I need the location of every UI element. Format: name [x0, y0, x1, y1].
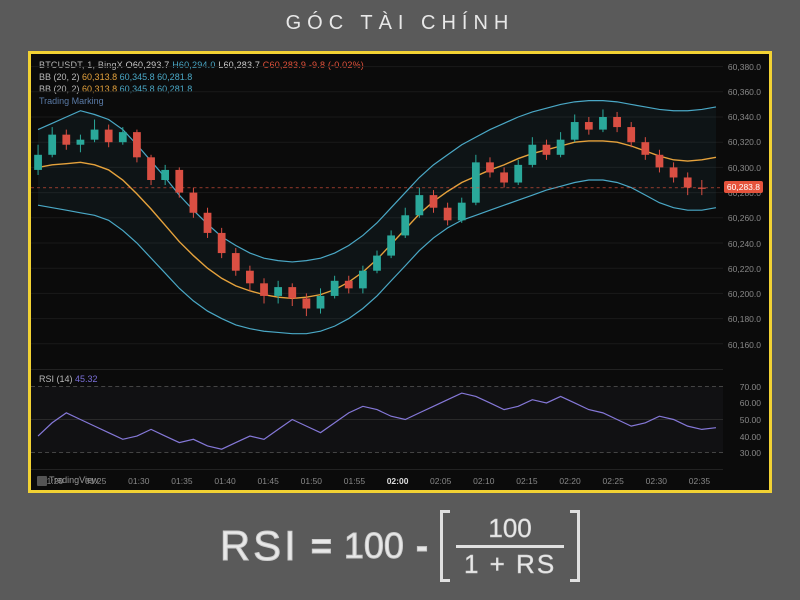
bracket-left — [440, 510, 450, 582]
price-tick: 60,260.0 — [728, 213, 761, 223]
price-tick: 60,240.0 — [728, 239, 761, 249]
time-tick: 02:20 — [559, 476, 580, 486]
minus-sign: - — [416, 525, 428, 567]
time-tick: 02:00 — [387, 476, 409, 486]
price-tick: 60,300.0 — [728, 163, 761, 173]
bracket-right — [570, 510, 580, 582]
rsi-tick: 30.00 — [740, 448, 761, 458]
time-tick: 02:10 — [473, 476, 494, 486]
main-price-panel[interactable] — [31, 54, 723, 370]
chart-frame: BTCUSDT, 1, BingX O60,293.7 H60,294.0 L6… — [28, 51, 772, 493]
price-tick: 60,180.0 — [728, 314, 761, 324]
time-tick: 01:50 — [301, 476, 322, 486]
time-tick: 02:35 — [689, 476, 710, 486]
time-tick: 02:15 — [516, 476, 537, 486]
rsi-tick: 40.00 — [740, 432, 761, 442]
rsi-tick: 70.00 — [740, 382, 761, 392]
time-tick: 01:55 — [344, 476, 365, 486]
formula-100: 100 — [344, 525, 404, 567]
formula-fraction: 100 1 + RS — [456, 514, 564, 578]
time-tick: 02:25 — [603, 476, 624, 486]
time-tick: 01:45 — [258, 476, 279, 486]
time-tick: 02:05 — [430, 476, 451, 486]
price-tick: 60,220.0 — [728, 264, 761, 274]
rsi-tick: 60.00 — [740, 398, 761, 408]
price-axis: 60,380.0 60,360.0 60,340.0 60,320.0 60,300.0… — [723, 54, 765, 370]
current-price-badge: 60,283.8 — [724, 181, 763, 193]
rsi-axis: 70.00 60.00 50.00 40.00 30.00 — [723, 370, 765, 470]
price-tick: 60,360.0 — [728, 87, 761, 97]
tradingview-logo: TradingView — [37, 475, 99, 486]
price-tick: 60,160.0 — [728, 340, 761, 350]
formula-lhs: RSI — [220, 522, 299, 570]
price-tick: 60,380.0 — [728, 62, 761, 72]
time-tick: 01:30 — [128, 476, 149, 486]
time-tick: 01:40 — [214, 476, 235, 486]
page-title: GÓC TÀI CHÍNH — [0, 0, 800, 43]
price-tick: 60,200.0 — [728, 289, 761, 299]
time-tick: 02:30 — [646, 476, 667, 486]
time-axis: 01:2001:2501:3001:3501:4001:4501:5001:55… — [31, 468, 723, 490]
rsi-panel[interactable]: RSI (14) 45.32 — [31, 370, 723, 470]
chart-canvas[interactable]: BTCUSDT, 1, BingX O60,293.7 H60,294.0 L6… — [31, 54, 769, 490]
price-tick: 60,320.0 — [728, 137, 761, 147]
price-tick: 60,340.0 — [728, 112, 761, 122]
time-tick: 01:35 — [171, 476, 192, 486]
rsi-formula: RSI = 100 - 100 1 + RS — [0, 510, 800, 582]
rsi-tick: 50.00 — [740, 415, 761, 425]
equals-sign: = — [311, 525, 332, 567]
